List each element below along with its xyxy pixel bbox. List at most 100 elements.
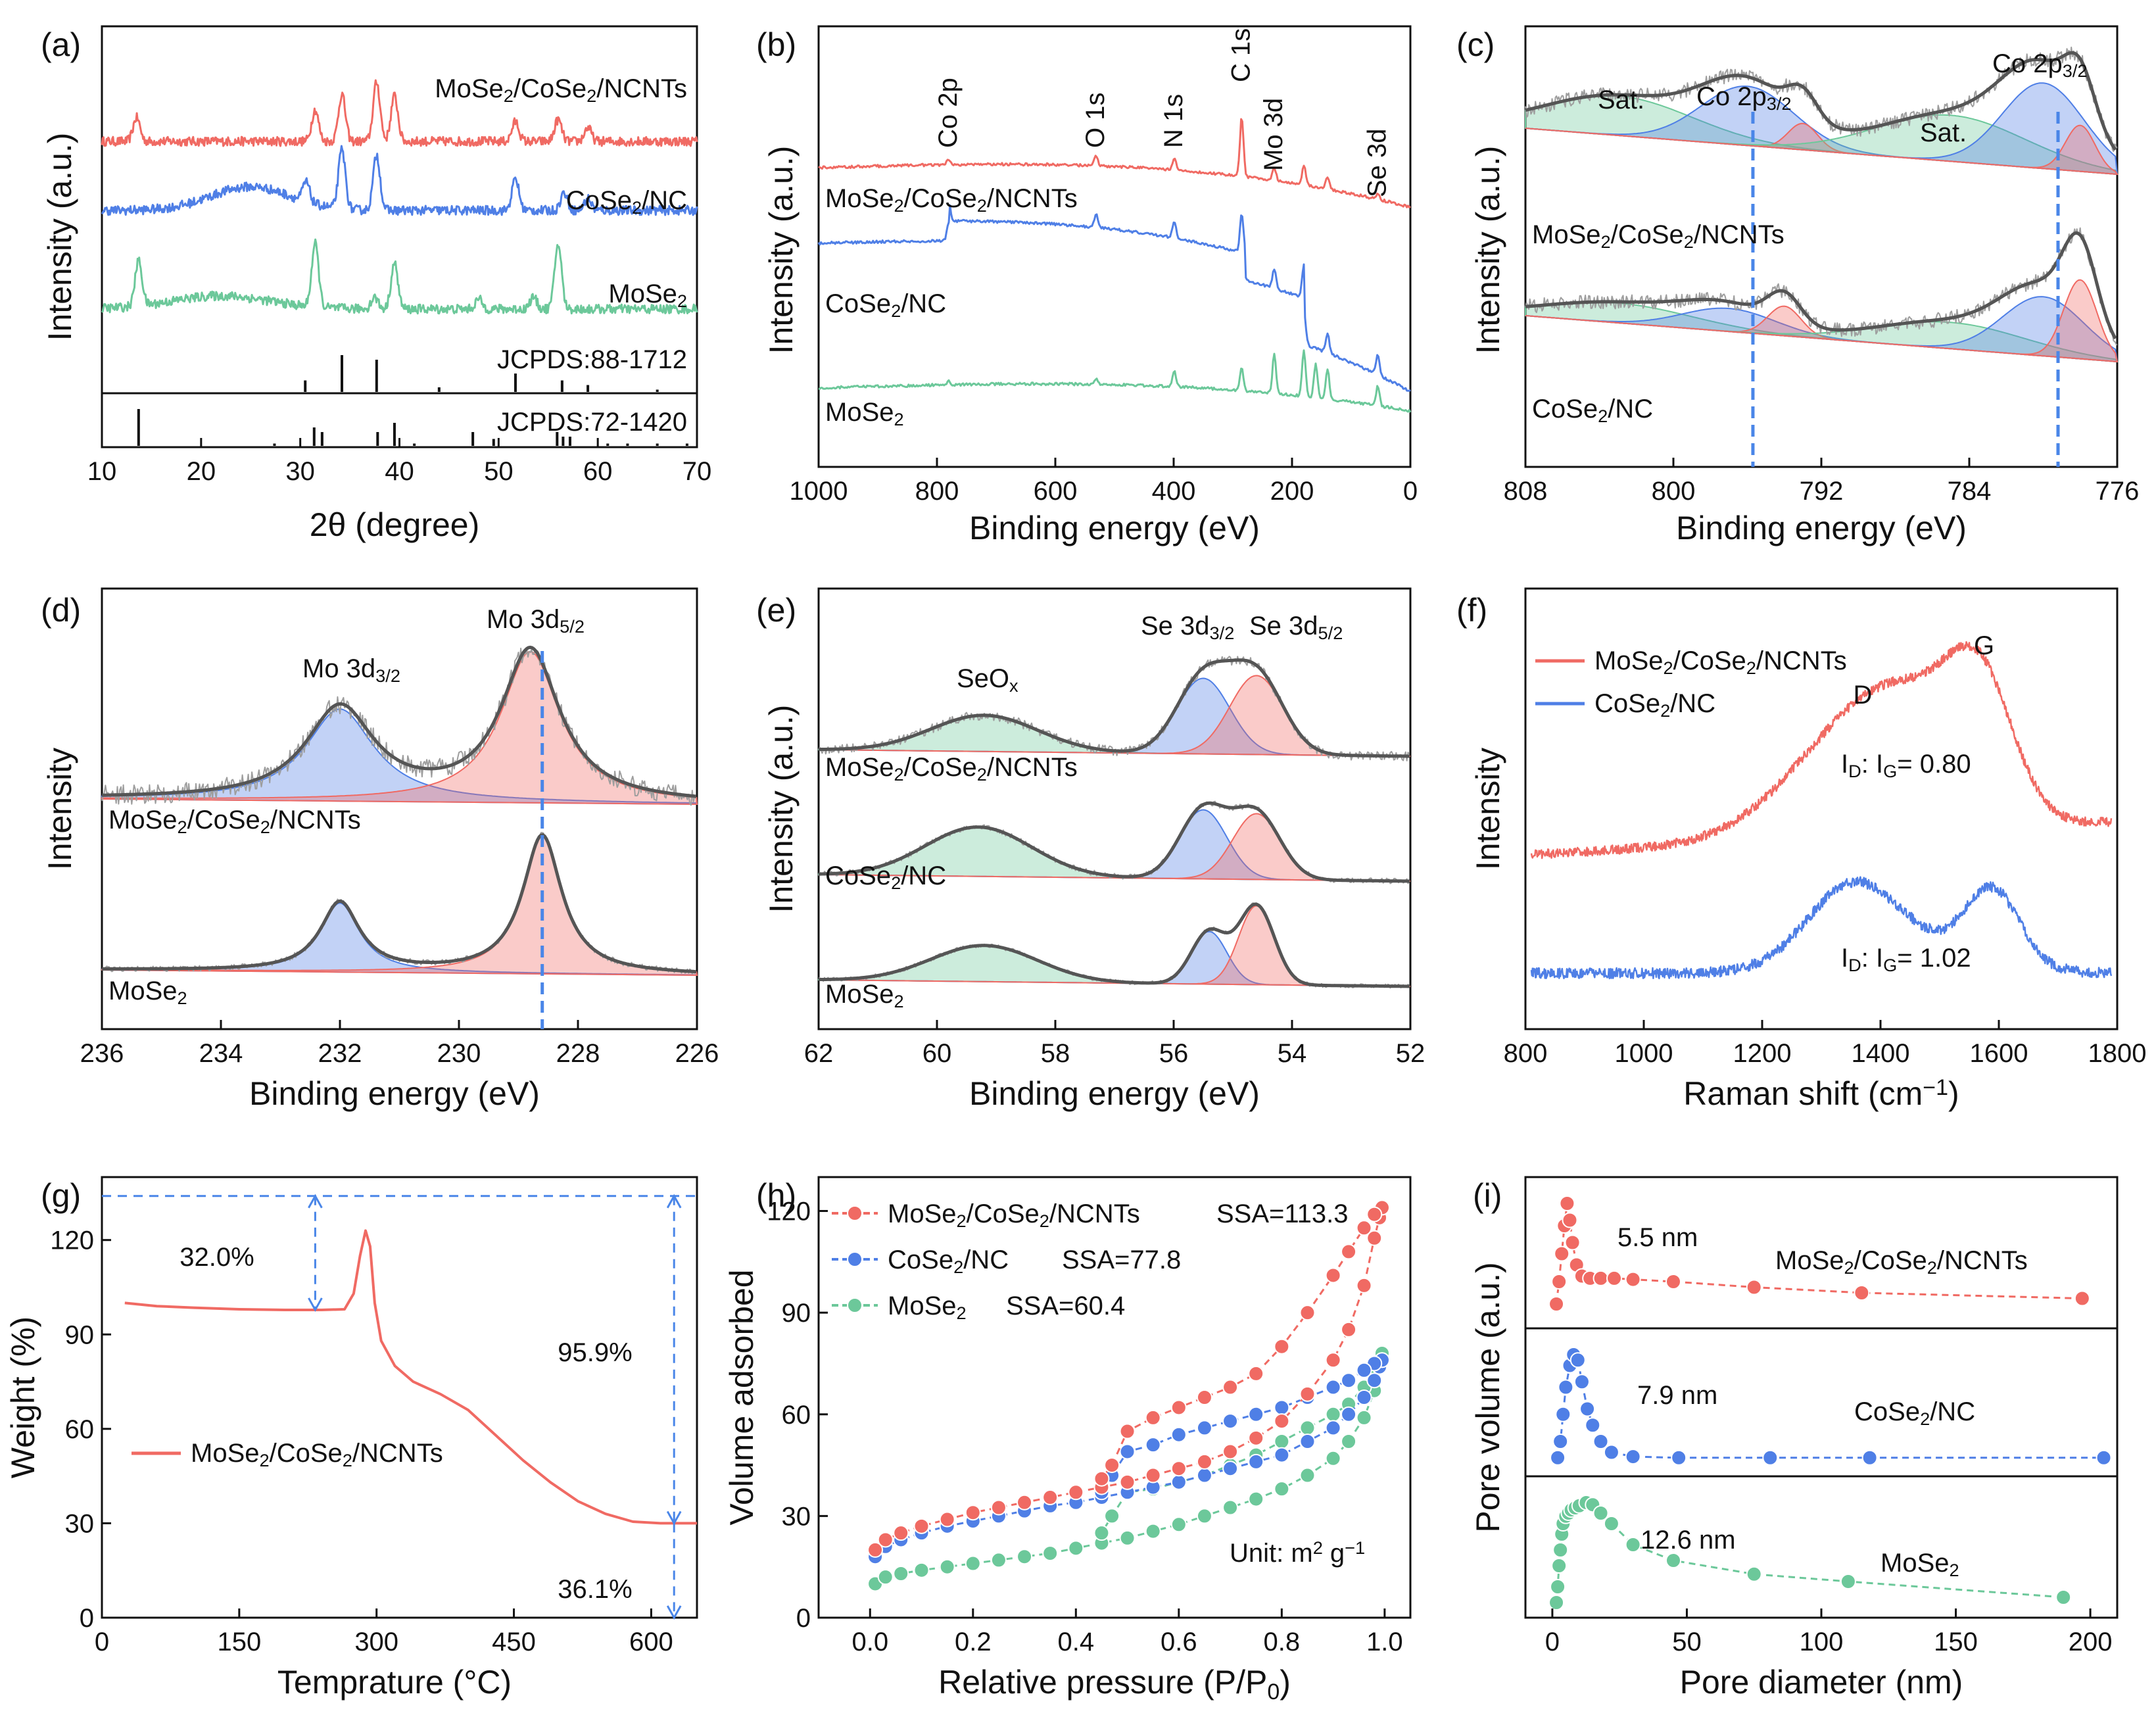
panel-a-label-composite-part: 2 — [504, 85, 514, 106]
panel-c-tick-label: 800 — [1652, 477, 1696, 506]
panel-g-ann-959: 95.9% — [558, 1338, 632, 1367]
panel-g-tick-label: 300 — [354, 1628, 398, 1656]
panel-h-isotherm-point — [1341, 1244, 1357, 1260]
panel-h-isotherm-point — [1366, 1372, 1383, 1389]
panel-h-isotherm-point — [1170, 1516, 1187, 1533]
panel-i-psd-point — [1746, 1279, 1762, 1295]
panel-h-legend-label-part: CoSe — [888, 1245, 953, 1274]
panel-h-isotherm-point — [1299, 1434, 1316, 1449]
panel-a-label-mose2-part: MoSe — [608, 279, 677, 308]
panel-d-fit-component — [101, 835, 698, 977]
panel-f-xlabel-part: Raman shift (cm — [1683, 1075, 1923, 1112]
panel-i-psd-point — [1554, 1245, 1570, 1262]
panel-g-legend-label-part: 2 — [260, 1450, 270, 1470]
panel-i-ylabel: Pore volume (a.u.) — [1470, 1262, 1506, 1532]
panel-g-frame — [101, 1176, 698, 1619]
panel-h-isotherm-point — [1119, 1423, 1136, 1439]
panel-e-ylabel: Intensity (a.u.) — [763, 705, 800, 913]
panel-a-xrd-line — [101, 145, 698, 216]
panel-f-ratio-2: ID: IG= 1.02 — [1841, 944, 1971, 975]
panel-i-series-label-part: 2 — [1927, 1257, 1937, 1278]
panel-b-peak-label: N 1s — [1159, 94, 1188, 148]
panel-d-label-composite: MoSe2/CoSe2/NCNTs — [108, 806, 361, 837]
panel-b-label-composite-part: 2 — [894, 195, 904, 216]
panel-i-series-label-part: MoSe — [1775, 1246, 1844, 1275]
panel-b-tick-label: 1000 — [790, 477, 848, 506]
panel-e-label-mose2-part: MoSe — [825, 980, 894, 1009]
panel-g-ann-32: 32.0% — [180, 1243, 254, 1272]
panel-b-survey-line — [817, 204, 1411, 392]
panel-g-tick-label: 150 — [217, 1628, 261, 1656]
panel-g-panel-label: (g) — [41, 1177, 81, 1214]
panel-d-tick-label: 228 — [556, 1039, 600, 1068]
panel-a-tick-label: 50 — [484, 457, 514, 486]
panel-b-label-cose2-part: /NC — [901, 289, 946, 318]
panel-h-ytick-label: 0 — [796, 1604, 811, 1633]
panel-h-isotherm-point — [877, 1569, 894, 1585]
panel-g-xlabel: Temprature (°C) — [277, 1664, 512, 1701]
panel-h-xlabel-part: 0 — [1267, 1679, 1280, 1704]
panel-h-legend-ssa: SSA=60.4 — [1006, 1292, 1125, 1320]
panel-c-co-label: Co 2p3/2 — [1696, 82, 1792, 114]
panel-e-label-cose2-part: 2 — [891, 873, 901, 893]
panel-i-psd-point — [1603, 1444, 1619, 1461]
panel-d-mo32-label: Mo 3d3/2 — [302, 654, 400, 686]
panel-e-raw-line — [818, 656, 1410, 761]
panel-a-xlabel-part: 2 — [310, 506, 328, 543]
panel-g-tick-label: 450 — [492, 1628, 536, 1656]
panel-i-xlabel: Pore diameter (nm) — [1680, 1664, 1963, 1701]
panel-b-label-composite-part: /CoSe — [904, 184, 977, 213]
panel-f-raman-line — [1530, 876, 2113, 980]
panel-e-label-composite: MoSe2/CoSe2/NCNTs — [825, 753, 1078, 785]
panel-h-panel-label: (h) — [756, 1177, 796, 1214]
panel-b-tick-label: 0 — [1403, 477, 1418, 506]
panel-b-xlabel: Binding energy (eV) — [969, 510, 1260, 546]
panel-e-fit-line — [818, 902, 1410, 988]
panel-a-xlabel-part: (degree) — [346, 506, 479, 543]
panel-h-isotherm-point — [1366, 1206, 1383, 1222]
panel-a-tick-label: 40 — [385, 457, 414, 486]
panel-h-isotherm-point — [1341, 1372, 1357, 1389]
panel-e-se52-label: Se 3d5/2 — [1249, 612, 1343, 643]
panel-d-frame — [101, 587, 698, 1030]
panel-h-isotherm-point — [939, 1511, 955, 1528]
panel-e-label-mose2-part: 2 — [894, 991, 904, 1011]
panel-h-isotherm-point — [893, 1566, 909, 1582]
panel-f-ratio-2-part: G — [1883, 955, 1897, 975]
panel-a-xlabel-part: θ — [328, 506, 347, 543]
panel-a-label-mose2-part: 2 — [677, 291, 687, 311]
panel-a-label-composite-part: MoSe — [435, 74, 504, 103]
panel-h-tick-label: 0.2 — [955, 1628, 992, 1656]
panel-b-peak-label: O 1s — [1081, 93, 1110, 148]
panel-i-series-label: MoSe2 — [1881, 1549, 1959, 1580]
panel-e-tick-label: 52 — [1396, 1039, 1425, 1068]
panel-g-tga-line — [124, 1229, 697, 1525]
panel-g-legend-label-part: /NCNTs — [352, 1439, 443, 1468]
panel-d-xlabel: Binding energy (eV) — [249, 1075, 540, 1112]
panel-h-isotherm-point — [1248, 1491, 1264, 1507]
panel-e-se32-label-part: Se 3d — [1141, 612, 1210, 640]
panel-f-tick-label: 1800 — [2088, 1039, 2147, 1068]
panel-g-legend-label-part: /CoSe — [270, 1439, 343, 1468]
panel-e-label-composite-part: MoSe — [825, 753, 894, 782]
panel-h-isotherm-point — [1170, 1426, 1187, 1443]
panel-f-legend-cose2-part: 2 — [1660, 700, 1670, 721]
panel-e-se52-label-part: 5/2 — [1318, 623, 1343, 643]
panel-h-isotherm-point — [1170, 1474, 1187, 1490]
panel-g-arrowhead — [666, 1605, 682, 1620]
panel-f-legend-composite-part: 2 — [1664, 658, 1673, 678]
panel-h-isotherm-point — [1325, 1420, 1341, 1436]
panel-h-isotherm-point — [1356, 1277, 1372, 1293]
panel-c-fit-line — [1525, 51, 2117, 151]
panel-f-ratio-2-part: I — [1841, 944, 1848, 973]
panel-b-label-mose2-part: MoSe — [825, 398, 894, 427]
panel-c-sat-label: Sat. — [1598, 85, 1644, 114]
panel-f-ratio-1-part: = 0.80 — [1897, 750, 1971, 779]
panel-h-isotherm-point — [1356, 1220, 1372, 1236]
panel-e-se32-label: Se 3d3/2 — [1141, 612, 1234, 643]
panel-e-label-cose2-part: CoSe — [825, 861, 891, 890]
panel-e-fit-line — [818, 801, 1410, 883]
panel-f-frame — [1524, 587, 2119, 1030]
panel-c-label-composite-part: MoSe — [1532, 220, 1601, 249]
panel-g-legend-label: MoSe2/CoSe2/NCNTs — [191, 1439, 443, 1470]
